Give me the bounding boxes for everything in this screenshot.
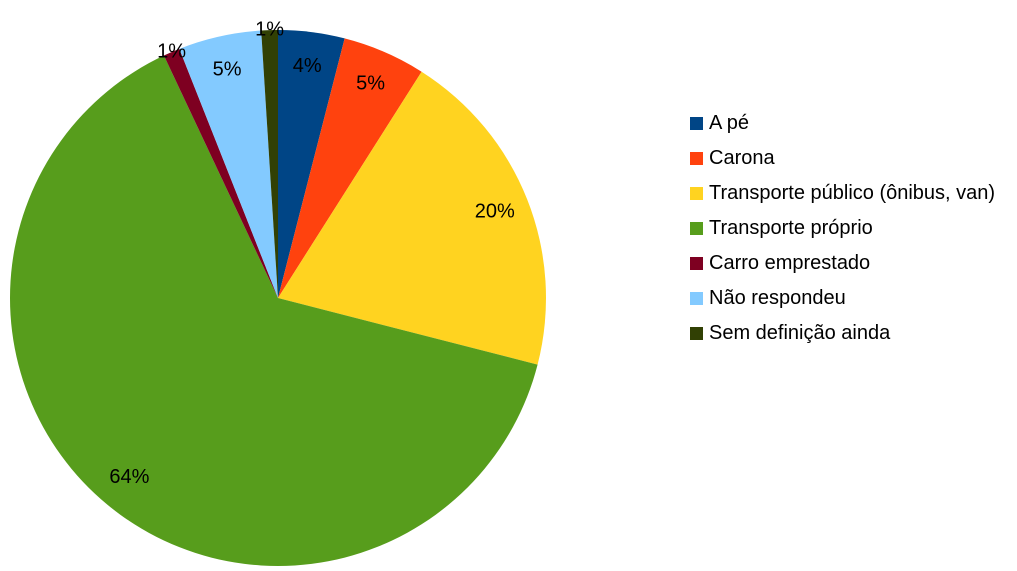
data-label: 64%: [109, 466, 149, 488]
legend-label: Carro emprestado: [709, 252, 871, 274]
legend-label: Transporte próprio: [709, 217, 873, 239]
legend-label: A pé: [709, 112, 750, 134]
legend-label: Transporte público (ônibus, van): [709, 182, 996, 204]
legend-swatch: [690, 152, 703, 165]
pie-slice: [261, 30, 278, 298]
legend-swatch: [690, 292, 703, 305]
legend-label: Não respondeu: [709, 287, 846, 309]
legend-swatch: [690, 257, 703, 270]
legend-label: Sem definição ainda: [709, 322, 891, 344]
legend-item: Carro emprestado: [690, 252, 1010, 275]
legend-item: Carona: [690, 147, 1010, 170]
pie-slice: [163, 48, 278, 298]
data-label: 5%: [356, 72, 385, 94]
legend-swatch: [690, 327, 703, 340]
data-label: 4%: [293, 55, 322, 77]
legend-label: Carona: [709, 147, 775, 169]
legend-swatch: [690, 117, 703, 130]
data-label: 1%: [255, 18, 284, 40]
legend-item: A pé: [690, 112, 1010, 135]
legend-swatch: [690, 222, 703, 235]
data-label: 20%: [475, 200, 515, 222]
data-label: 1%: [157, 40, 186, 62]
pie-slice: [278, 30, 345, 298]
legend-swatch: [690, 187, 703, 200]
pie-slice: [278, 38, 422, 299]
legend-item: Não respondeu: [690, 287, 1010, 310]
legend-item: Sem definição ainda: [690, 322, 1010, 345]
legend-item: Transporte público (ônibus, van): [690, 182, 1010, 205]
pie-slice: [179, 30, 278, 298]
legend-item: Transporte próprio: [690, 217, 1010, 240]
pie-slice: [9, 55, 538, 567]
legend: A pé Carona Transporte público (ônibus, va…: [690, 112, 1010, 357]
pie-slice: [278, 71, 546, 365]
data-label: 5%: [213, 59, 242, 81]
